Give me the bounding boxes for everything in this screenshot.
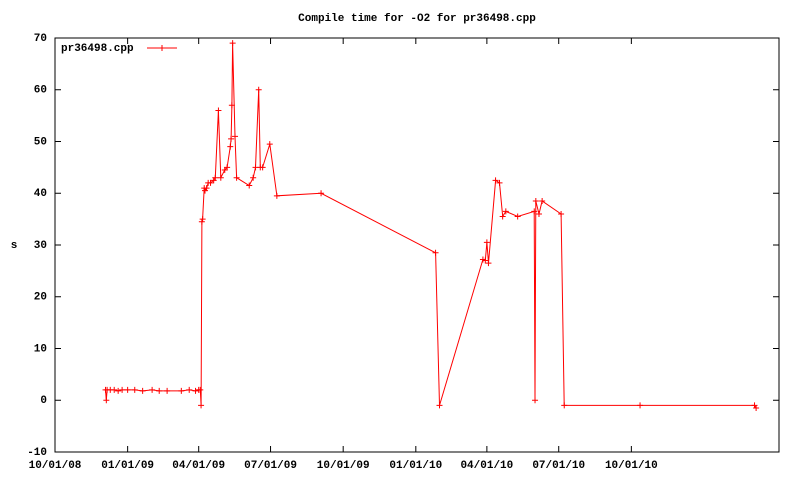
legend-swatch xyxy=(159,45,165,51)
point xyxy=(198,218,205,225)
point xyxy=(149,386,156,393)
x-tick-label: 01/01/10 xyxy=(389,460,442,472)
point xyxy=(250,174,257,181)
point xyxy=(502,208,509,215)
x-tick-label: 10/01/09 xyxy=(317,460,370,472)
x-tick-label: 01/01/09 xyxy=(101,460,154,472)
point xyxy=(499,213,506,220)
point xyxy=(485,260,492,267)
x-tick-label: 10/01/08 xyxy=(29,460,82,472)
x-tick-label: 07/01/10 xyxy=(532,460,585,472)
x-tick-label: 10/01/10 xyxy=(605,460,658,472)
point xyxy=(531,208,538,215)
point xyxy=(514,213,521,220)
point xyxy=(215,107,222,114)
point xyxy=(119,386,126,393)
plot-frame xyxy=(54,37,780,453)
point xyxy=(233,174,240,181)
point xyxy=(492,177,499,184)
point xyxy=(228,135,235,142)
point xyxy=(496,179,503,186)
point xyxy=(217,174,224,181)
point xyxy=(266,141,273,148)
y-tick-label: 10 xyxy=(34,343,47,355)
point xyxy=(192,387,199,394)
point xyxy=(318,190,325,197)
y-axis-label: s xyxy=(11,240,18,252)
point xyxy=(228,102,235,109)
point xyxy=(232,133,239,140)
point xyxy=(255,86,262,93)
point xyxy=(246,182,253,189)
point xyxy=(482,257,489,264)
y-tick-label: 60 xyxy=(34,85,47,97)
point xyxy=(753,405,760,412)
y-tick-label: 40 xyxy=(34,188,47,200)
point xyxy=(532,198,539,205)
point xyxy=(535,210,542,217)
point xyxy=(199,216,206,223)
point xyxy=(227,143,234,150)
point xyxy=(483,239,490,246)
point xyxy=(637,402,644,409)
point xyxy=(203,185,210,192)
x-tick-label: 04/01/09 xyxy=(172,460,225,472)
y-tick-label: 30 xyxy=(34,240,47,252)
x-tick-label: 07/01/09 xyxy=(244,460,297,472)
y-tick-label: 70 xyxy=(34,33,47,45)
point xyxy=(432,249,439,256)
legend-label: pr36498.cpp xyxy=(61,43,134,55)
point xyxy=(139,387,146,394)
point xyxy=(103,397,110,404)
point xyxy=(561,402,568,409)
x-tick-label: 04/01/10 xyxy=(460,460,513,472)
point xyxy=(197,386,204,393)
y-tick-label: -10 xyxy=(27,447,47,459)
point xyxy=(178,387,185,394)
y-tick-label: 20 xyxy=(34,292,47,304)
chart-title: Compile time for -O2 for pr36498.cpp xyxy=(298,13,536,25)
point xyxy=(224,164,231,171)
point xyxy=(115,387,122,394)
point xyxy=(186,386,193,393)
point xyxy=(558,210,565,217)
point xyxy=(124,386,131,393)
series-line xyxy=(105,43,757,409)
point xyxy=(229,40,236,47)
point xyxy=(436,402,443,409)
point xyxy=(131,386,138,393)
point xyxy=(273,192,280,199)
point xyxy=(207,179,214,186)
point xyxy=(198,402,205,409)
y-tick-label: 50 xyxy=(34,136,47,148)
point xyxy=(532,397,539,404)
point xyxy=(259,164,266,171)
point xyxy=(212,174,219,181)
point xyxy=(111,386,118,393)
point xyxy=(156,387,163,394)
point xyxy=(539,198,546,205)
point xyxy=(164,387,171,394)
y-tick-label: 0 xyxy=(40,395,47,407)
